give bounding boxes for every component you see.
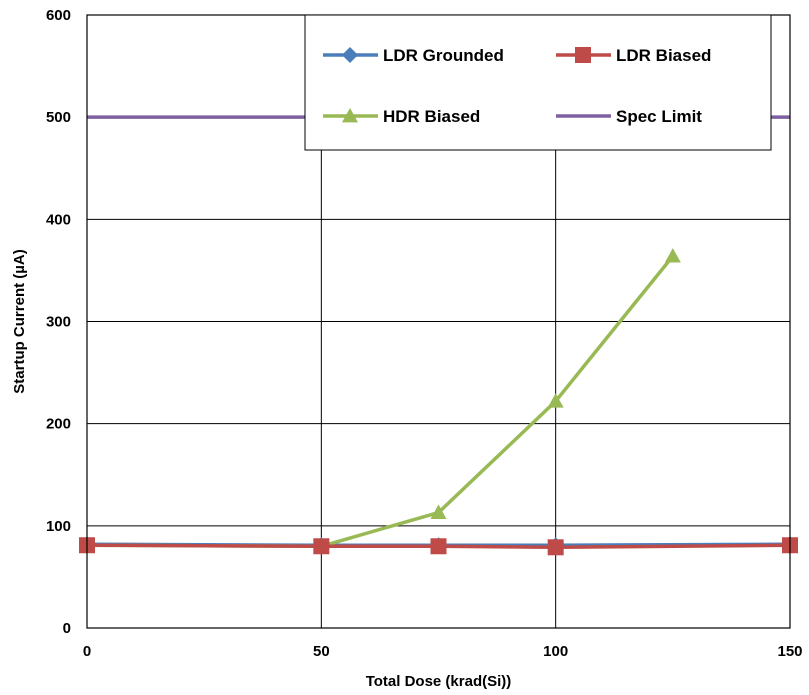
legend-label: HDR Biased: [383, 107, 480, 126]
x-tick-label: 50: [313, 643, 330, 660]
y-tick-label: 100: [46, 518, 71, 535]
x-tick-label: 150: [777, 643, 802, 660]
y-axis-title: Startup Current (µA): [11, 249, 28, 393]
data-point: [313, 538, 330, 555]
series-hdr-biased: [79, 248, 681, 553]
y-tick-label: 200: [46, 416, 71, 433]
x-tick-labels: 0 50 100 150: [83, 643, 803, 660]
legend-label: Spec Limit: [616, 107, 702, 126]
y-tick-label: 600: [46, 7, 71, 24]
data-point: [575, 47, 591, 63]
legend-label: LDR Biased: [616, 46, 711, 65]
legend-label: LDR Grounded: [383, 46, 504, 65]
legend-item: LDR Grounded: [323, 46, 504, 65]
legend-item: LDR Biased: [556, 46, 711, 65]
x-tick-label: 100: [543, 643, 568, 660]
y-tick-label: 0: [63, 620, 71, 637]
x-tick-label: 0: [83, 643, 91, 660]
legend-item: HDR Biased: [323, 107, 480, 126]
y-tick-label: 300: [46, 314, 71, 331]
data-point: [430, 504, 447, 519]
legend-item: Spec Limit: [556, 107, 702, 126]
y-tick-label: 400: [46, 211, 71, 228]
data-point: [547, 539, 564, 556]
x-axis-title: Total Dose (krad(Si)): [366, 673, 512, 690]
series-line: [86, 255, 675, 549]
data-point: [342, 47, 358, 63]
data-point: [664, 248, 681, 263]
data-point: [430, 538, 447, 555]
data-point: [342, 108, 358, 123]
series-layer: [79, 115, 798, 556]
data-point: [547, 393, 564, 408]
y-tick-label: 500: [46, 109, 71, 126]
series-ldr-biased: [79, 537, 798, 556]
legend-box: [304, 14, 772, 151]
legend: LDR Grounded LDR Biased HDR Biased Spec Lim…: [304, 14, 772, 151]
y-tick-labels: 0 100 200 300 400 500 600: [46, 7, 71, 637]
